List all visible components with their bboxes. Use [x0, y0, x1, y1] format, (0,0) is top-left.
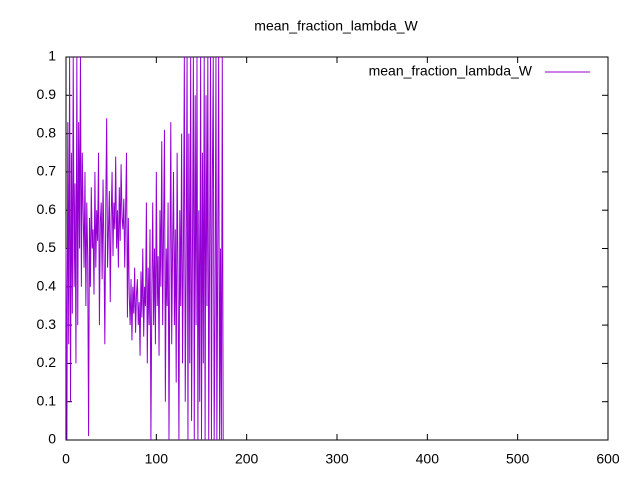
y-tick-label: 0.2 [37, 354, 57, 370]
chart-title: mean_fraction_lambda_W [254, 18, 418, 34]
x-tick-label: 0 [62, 451, 70, 467]
y-tick-label: 0.8 [37, 124, 57, 140]
x-tick-label: 100 [145, 451, 169, 467]
legend-label: mean_fraction_lambda_W [369, 63, 533, 79]
y-tick-label: 0.6 [37, 201, 57, 217]
y-tick-label: 0.1 [37, 392, 57, 408]
y-tick-label: 0.9 [37, 86, 57, 102]
y-tick-label: 0 [48, 431, 56, 447]
x-tick-label: 200 [235, 451, 259, 467]
y-tick-label: 1 [48, 48, 56, 64]
y-tick-label: 0.4 [37, 278, 57, 294]
x-tick-label: 300 [325, 451, 349, 467]
x-tick-label: 600 [596, 451, 620, 467]
x-tick-label: 400 [416, 451, 440, 467]
y-tick-label: 0.7 [37, 163, 57, 179]
data-line [65, 56, 224, 441]
y-tick-label: 0.5 [37, 239, 57, 255]
x-tick-label: 500 [506, 451, 530, 467]
y-tick-label: 0.3 [37, 316, 57, 332]
